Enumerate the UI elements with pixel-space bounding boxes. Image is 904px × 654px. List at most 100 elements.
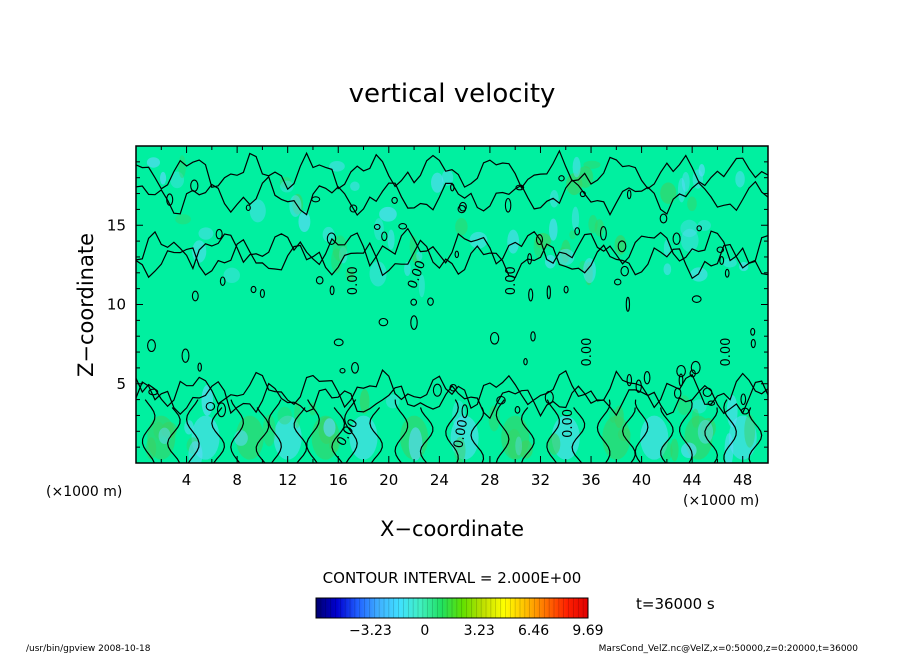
closed-contour bbox=[250, 285, 257, 294]
y-tick-label: 10 bbox=[107, 296, 126, 314]
closed-contour bbox=[750, 338, 756, 349]
turbulence-cell bbox=[338, 246, 348, 264]
turbulence-cell bbox=[572, 156, 581, 178]
turbulence-cell bbox=[170, 171, 185, 189]
closed-contour bbox=[530, 331, 536, 342]
closed-contour bbox=[245, 204, 251, 212]
turbulence-cell bbox=[331, 248, 342, 274]
closed-contour bbox=[489, 331, 500, 345]
closed-contour bbox=[381, 231, 388, 242]
turbulence-cell bbox=[680, 228, 699, 253]
boundary-cell bbox=[617, 427, 631, 442]
closed-contour bbox=[454, 250, 460, 259]
closed-contour bbox=[620, 265, 629, 277]
closed-contour bbox=[673, 387, 682, 399]
closed-contour bbox=[148, 388, 159, 396]
turbulence-cell bbox=[175, 214, 191, 225]
closed-contour bbox=[691, 295, 702, 303]
plume-cell bbox=[450, 415, 479, 460]
x-axis-title: X−coordinate bbox=[380, 517, 524, 541]
turbulence-cell bbox=[687, 196, 697, 212]
plume-contour bbox=[445, 399, 459, 463]
closed-contour bbox=[147, 339, 156, 353]
turbulence-cell bbox=[387, 229, 395, 250]
closed-contour bbox=[457, 204, 467, 214]
turbulence-cell bbox=[455, 218, 468, 236]
boundary-cell bbox=[677, 395, 691, 416]
y-unit-label: (×1000 m) bbox=[46, 484, 122, 500]
turbulence-cell bbox=[681, 171, 690, 192]
turbulence-cell bbox=[690, 267, 708, 282]
closed-contour bbox=[724, 268, 730, 278]
boundary-cell bbox=[234, 430, 248, 446]
closed-contour bbox=[190, 179, 199, 192]
x-tick-label: 20 bbox=[379, 471, 398, 489]
closed-contour bbox=[410, 298, 418, 306]
turbulence-cell bbox=[660, 182, 677, 204]
contour-label: 0.00 bbox=[451, 418, 471, 449]
boundary-cell bbox=[691, 408, 700, 428]
contour-label: 0.00 bbox=[580, 338, 595, 367]
turbulence-cell bbox=[418, 274, 425, 298]
closed-contour bbox=[574, 227, 581, 236]
turbulence-cell bbox=[441, 169, 454, 186]
turbulence-cell bbox=[663, 239, 671, 258]
plume-contour bbox=[255, 407, 270, 463]
y-tick-label: 15 bbox=[107, 216, 126, 234]
turbulence-cell bbox=[549, 218, 558, 241]
plume-contour bbox=[343, 399, 358, 463]
colorbar-tick-label: −3.23 bbox=[349, 623, 392, 639]
closed-contour bbox=[351, 361, 359, 374]
boundary-cell bbox=[408, 427, 423, 461]
closed-contour bbox=[626, 189, 632, 200]
boundary-cell bbox=[691, 399, 707, 414]
turbulence-cell bbox=[404, 261, 411, 276]
x-axis: 4 8 12 16 20 24 28 32 36 40 44 48 bbox=[160, 146, 752, 489]
boundary-cell bbox=[519, 440, 533, 459]
closed-contour bbox=[461, 404, 469, 419]
x-tick-label: 12 bbox=[278, 471, 297, 489]
chart-title: vertical velocity bbox=[349, 79, 556, 109]
closed-contour bbox=[740, 393, 747, 406]
plume-contour bbox=[546, 399, 560, 463]
closed-contour bbox=[702, 387, 713, 398]
turbulence-cell bbox=[571, 206, 580, 231]
x-tick-label: 24 bbox=[430, 471, 449, 489]
closed-contour bbox=[558, 175, 565, 182]
closed-contour bbox=[410, 315, 418, 330]
closed-contour bbox=[626, 373, 633, 387]
turbulence-cell bbox=[663, 263, 672, 276]
boundary-cell bbox=[548, 433, 561, 455]
y-axis-title: Z−coordinate bbox=[74, 233, 98, 377]
turbulence-cell bbox=[249, 199, 266, 223]
contour-line bbox=[136, 238, 768, 280]
turbulence-cell bbox=[680, 219, 698, 238]
closed-contour bbox=[535, 234, 544, 246]
turbulence-cell bbox=[583, 258, 596, 284]
closed-contour bbox=[333, 338, 344, 347]
x-tick-label: 44 bbox=[683, 471, 702, 489]
boundary-cell bbox=[614, 405, 624, 428]
contour-line bbox=[136, 227, 768, 271]
closed-contour bbox=[689, 369, 696, 378]
turbulence-cell bbox=[146, 157, 161, 168]
y-axis: 5 10 15 bbox=[107, 161, 768, 448]
boundary-cell bbox=[506, 428, 522, 459]
contour-label: 0.00 bbox=[719, 338, 734, 367]
closed-contour bbox=[339, 367, 346, 374]
plume-contour bbox=[470, 407, 485, 463]
turbulence-cell bbox=[566, 173, 583, 196]
closed-contour bbox=[740, 407, 750, 415]
plume-contour bbox=[520, 407, 535, 463]
x-tick-label: 48 bbox=[733, 471, 752, 489]
closed-contour bbox=[373, 223, 381, 230]
colorbar-tick-label: 0 bbox=[420, 623, 429, 639]
contour-line bbox=[136, 380, 768, 420]
x-tick-label: 40 bbox=[632, 471, 651, 489]
contour-label: 0.00 bbox=[561, 409, 576, 438]
turbulence-cell bbox=[561, 239, 571, 263]
contour-label: 0.00 bbox=[346, 266, 361, 295]
turbulence-cell bbox=[369, 261, 387, 287]
plume-contour bbox=[369, 407, 383, 463]
closed-contour bbox=[527, 253, 533, 265]
